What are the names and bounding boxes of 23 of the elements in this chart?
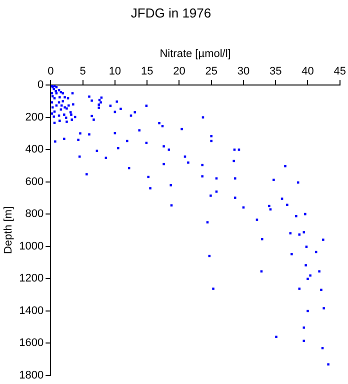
- y-tick-label: 1800: [19, 369, 44, 382]
- x-tick-label: 40: [302, 65, 314, 78]
- x-tick-label: 25: [205, 65, 218, 78]
- x-tick-label: 15: [140, 65, 154, 78]
- y-tick-label: 200: [25, 111, 44, 124]
- y-tick-label: 800: [25, 208, 44, 220]
- y-tick-label: 1000: [19, 240, 44, 252]
- x-tick-label: 45: [334, 65, 346, 78]
- y-tick-label: 600: [25, 176, 44, 188]
- y-tick-label: 1400: [19, 304, 44, 317]
- x-tick-label: 30: [237, 65, 250, 78]
- y-tick-label: 0: [38, 79, 44, 92]
- x-tick-label: 10: [108, 65, 122, 78]
- chart-title: JFDG in 1976: [130, 5, 212, 20]
- y-axis-title: Depth [m]: [2, 206, 15, 254]
- x-tick-label: 0: [48, 65, 54, 78]
- x-tick-label: 5: [80, 65, 86, 78]
- y-tick-label: 1200: [19, 272, 44, 285]
- y-tick-label: 400: [25, 144, 44, 156]
- y-tick-label: 1600: [19, 337, 44, 350]
- x-tick-label: 35: [269, 65, 282, 78]
- x-tick-label: 20: [173, 65, 186, 78]
- x-axis-title: Nitrate [µmol/l]: [160, 48, 231, 60]
